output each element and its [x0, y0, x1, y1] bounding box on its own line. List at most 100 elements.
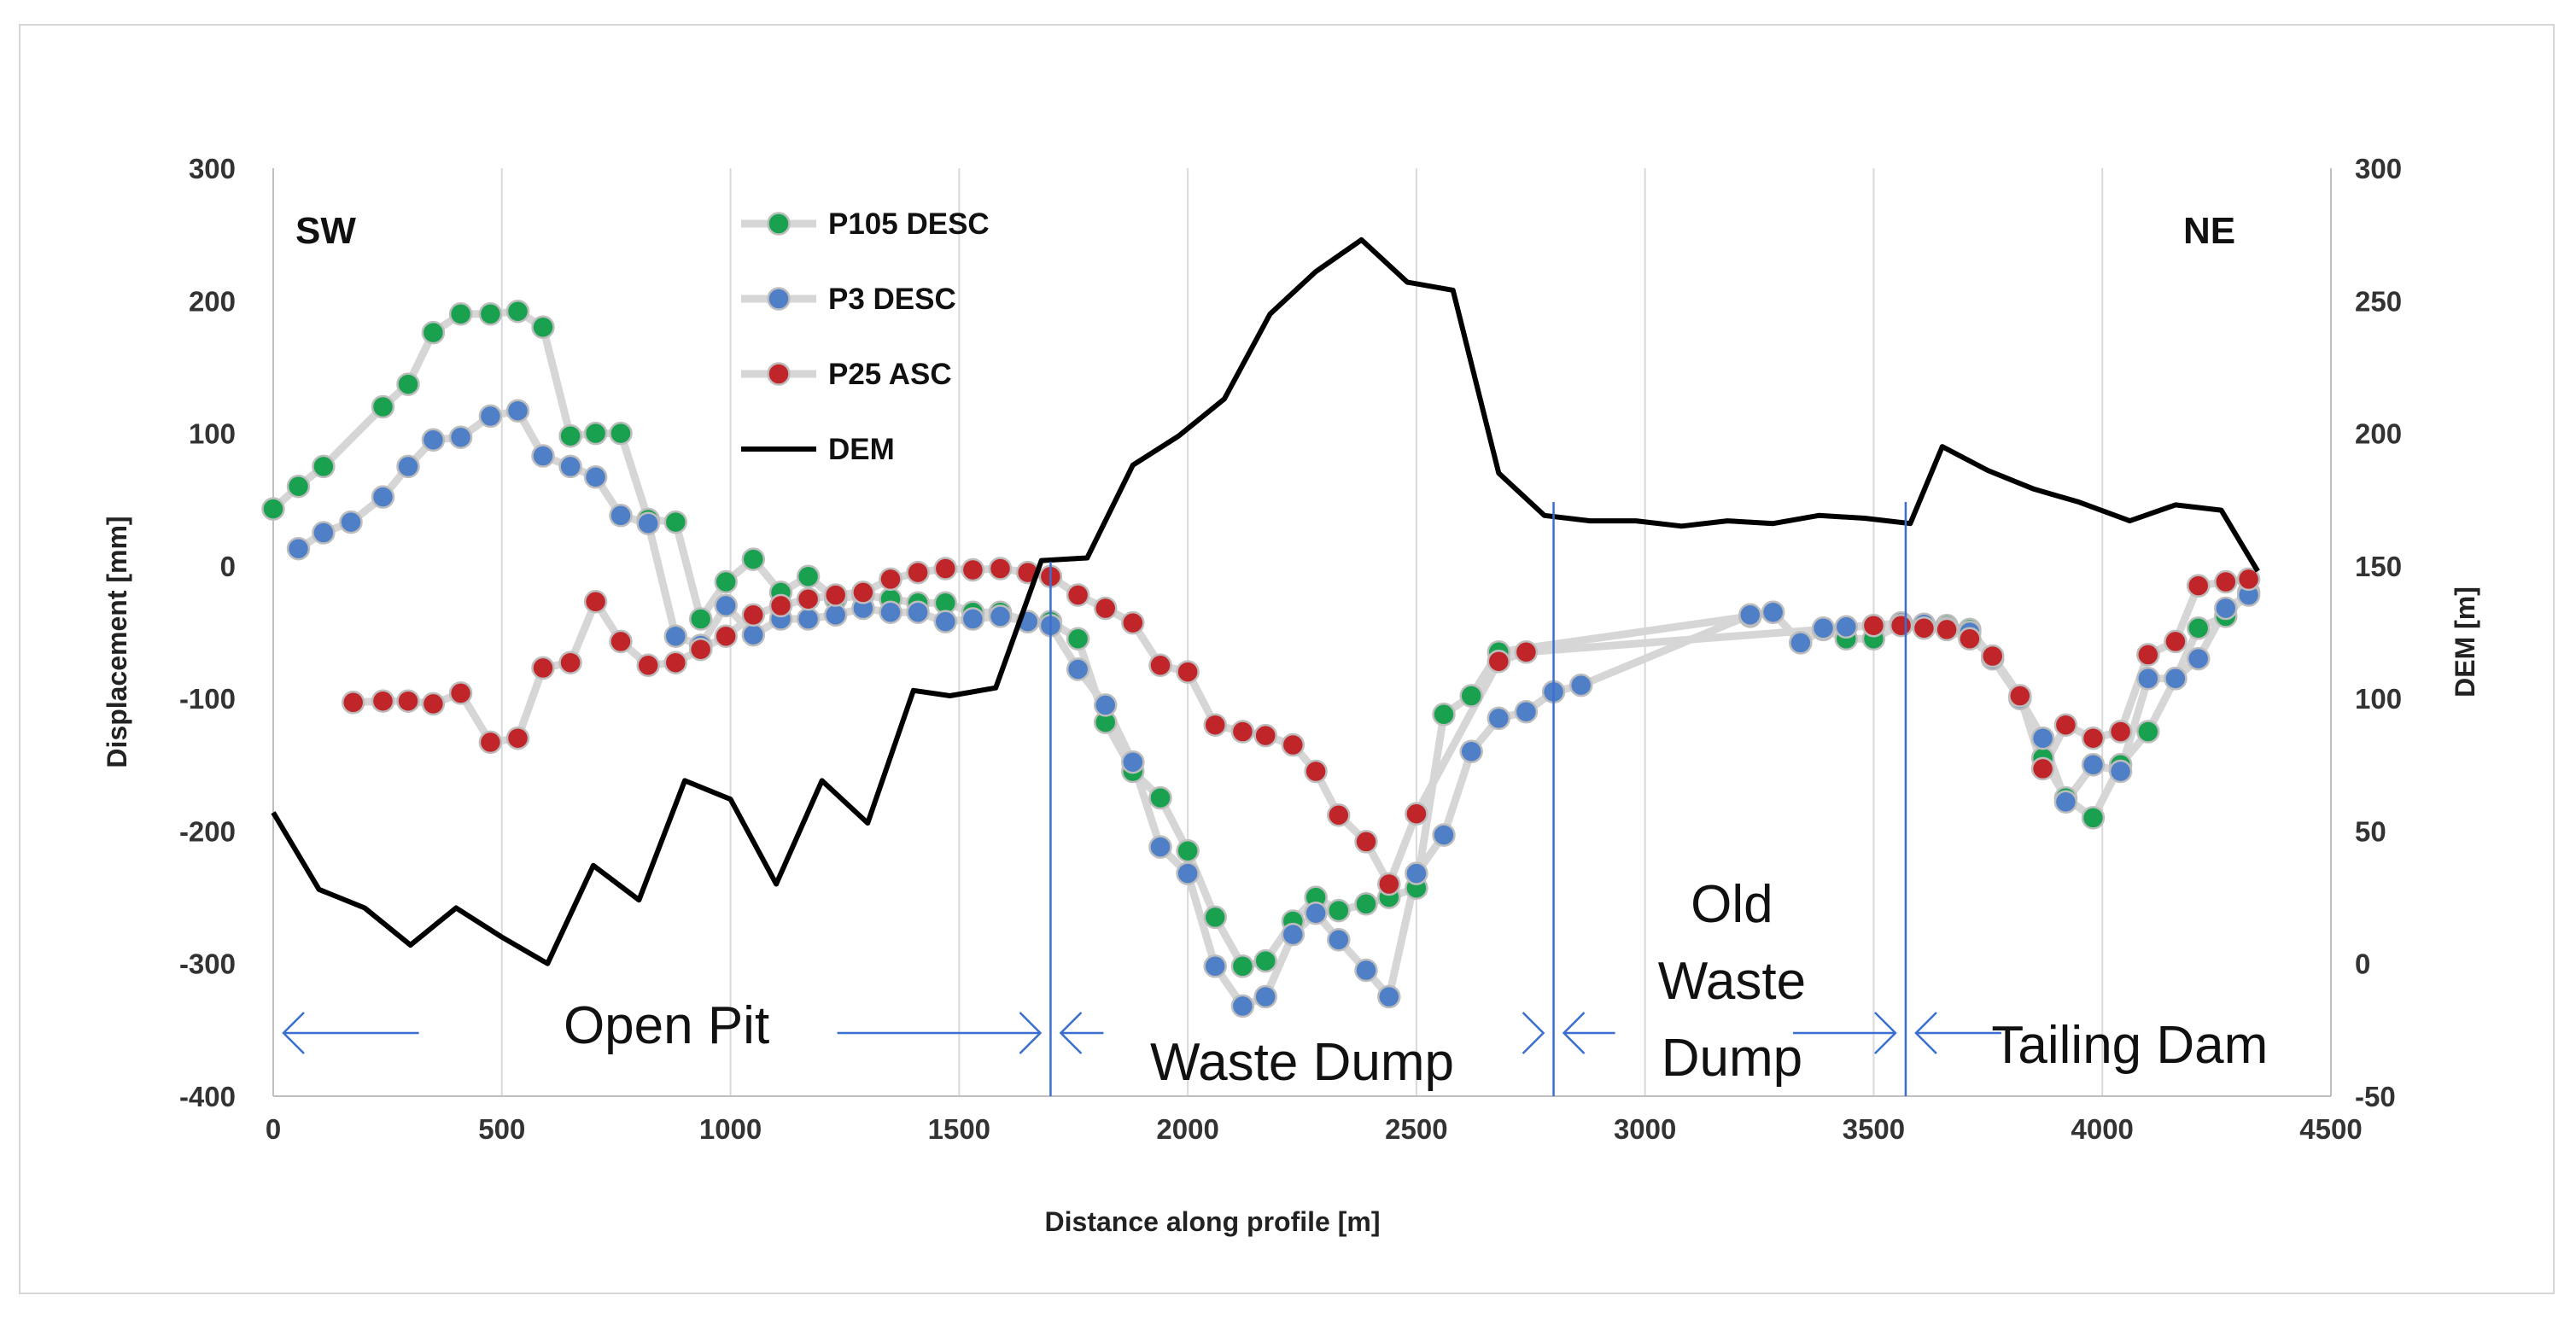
zone-arrow	[1914, 1012, 2001, 1054]
point-p105-desc	[1459, 684, 1483, 708]
x-tick-label: 0	[266, 1113, 281, 1145]
point-p3-desc	[2136, 667, 2160, 691]
point-p25-asc	[1889, 613, 1913, 638]
point-p3-desc	[823, 603, 848, 627]
point-p3-desc	[609, 504, 633, 528]
point-p3-desc	[478, 404, 503, 429]
legend-label: P25 ASC	[828, 358, 952, 391]
x-tick-label: 4000	[2071, 1113, 2134, 1145]
x-tick-label: 500	[478, 1113, 525, 1145]
arrowhead-right	[1522, 1012, 1545, 1054]
legend-label: P3 DESC	[828, 283, 956, 316]
point-p3-desc	[339, 510, 363, 534]
point-p25-asc	[714, 624, 738, 648]
point-p3-desc	[371, 485, 395, 509]
point-p3-desc	[1514, 699, 1539, 724]
point-p25-asc	[1377, 872, 1401, 896]
point-p25-asc	[2030, 756, 2055, 781]
y2-tick-label: 150	[2355, 551, 2402, 582]
x-tick-label: 2000	[1156, 1113, 1218, 1145]
arrowhead-left	[282, 1012, 305, 1054]
point-p3-desc	[2053, 790, 2078, 814]
y2-tick-label: 250	[2355, 285, 2402, 317]
x-tick-label: 3500	[1843, 1113, 1905, 1145]
point-p25-asc	[1066, 583, 1090, 607]
point-p3-desc	[1253, 984, 1277, 1009]
zone-arrow	[1562, 1012, 1897, 1054]
point-p105-desc	[1203, 905, 1227, 930]
point-p3-desc	[2164, 667, 2188, 691]
legend-item-p25-asc: P25 ASC	[741, 358, 952, 391]
point-p3-desc	[1176, 861, 1200, 885]
legend-swatch	[767, 362, 791, 386]
x-axis-title: Distance along profile [m]	[1045, 1206, 1381, 1237]
y2-tick-label: 200	[2355, 418, 2402, 450]
point-p3-desc	[505, 399, 530, 423]
y2-axis-title: DEM [m]	[2450, 587, 2480, 697]
point-p3-desc	[2108, 759, 2133, 784]
point-p3-desc	[558, 454, 582, 479]
point-p3-desc	[879, 600, 902, 624]
point-p105-desc	[448, 302, 473, 326]
point-p105-desc	[741, 547, 766, 571]
y-tick-label: 0	[220, 551, 236, 582]
series-layer	[261, 236, 2261, 1018]
point-p105-desc	[2136, 720, 2160, 744]
point-p3-desc	[2214, 596, 2238, 621]
y2-tick-label: 300	[2355, 153, 2402, 184]
point-p25-asc	[879, 567, 902, 592]
arrowhead-right	[1874, 1012, 1897, 1054]
legend-label: P105 DESC	[828, 207, 990, 241]
point-p25-asc	[1281, 732, 1306, 757]
point-p25-asc	[1935, 617, 1959, 642]
point-p25-asc	[2164, 629, 2188, 654]
arrowhead-left	[1914, 1012, 1937, 1054]
point-p25-asc	[2236, 567, 2261, 592]
point-p105-desc	[1148, 785, 1172, 810]
point-p25-asc	[1148, 653, 1172, 678]
point-p3-desc	[1327, 928, 1351, 952]
point-p3-desc	[1354, 958, 1378, 983]
point-p3-desc	[1487, 706, 1511, 731]
point-p25-asc	[1304, 759, 1328, 784]
zone-label: Old	[1691, 875, 1773, 934]
point-p25-asc	[448, 681, 473, 705]
legend-swatch	[767, 287, 791, 311]
point-p3-desc	[714, 593, 738, 618]
point-p3-desc	[583, 465, 608, 489]
point-p25-asc	[583, 590, 608, 614]
point-p25-asc	[1327, 803, 1351, 827]
point-p25-asc	[1861, 613, 1886, 638]
point-p25-asc	[688, 637, 713, 662]
point-p3-desc	[636, 511, 660, 535]
legend: P105 DESC P3 DESC P25 ASC DEM	[741, 207, 990, 466]
y-axis-title: Displacement [mm]	[102, 516, 132, 767]
point-p25-asc	[371, 689, 395, 713]
point-p3-desc	[796, 607, 821, 631]
point-p105-desc	[609, 421, 633, 446]
point-p105-desc	[531, 315, 555, 340]
point-p105-desc	[421, 320, 446, 345]
connector-p25-asc	[353, 564, 2250, 888]
point-p25-asc	[1514, 640, 1539, 664]
zone-label: Open Pit	[564, 996, 769, 1055]
point-p3-desc	[396, 454, 420, 479]
point-p25-asc	[823, 583, 848, 607]
point-p105-desc	[558, 423, 582, 448]
point-p105-desc	[796, 564, 821, 589]
point-p25-asc	[2108, 720, 2133, 744]
y-tick-label: -400	[179, 1081, 236, 1112]
point-p105-desc	[1432, 703, 1456, 727]
point-p25-asc	[1912, 616, 1936, 640]
arrowhead-left	[1562, 1012, 1586, 1054]
point-p25-asc	[478, 730, 503, 755]
point-p3-desc	[741, 622, 766, 647]
point-p25-asc	[1487, 649, 1511, 674]
point-p3-desc	[2081, 753, 2106, 777]
point-p105-desc	[261, 497, 285, 521]
point-p25-asc	[988, 557, 1013, 581]
point-p25-asc	[636, 653, 660, 678]
y2-tick-label: 100	[2355, 683, 2402, 715]
point-p25-asc	[1203, 713, 1227, 737]
